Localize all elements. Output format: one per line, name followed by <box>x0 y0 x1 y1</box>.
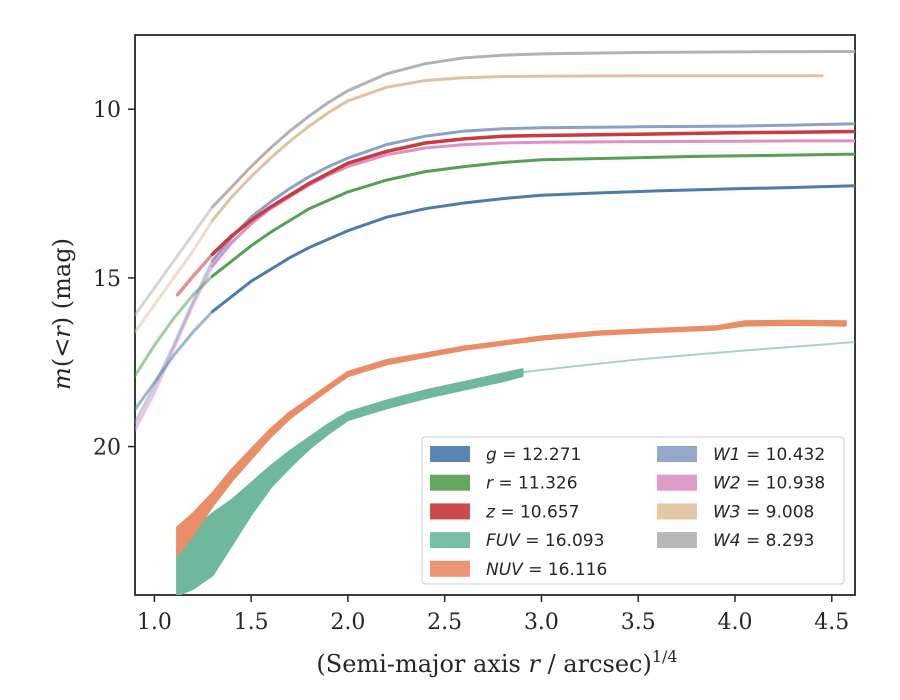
x-axis-label: (Semi-major axis r / arcsec)1/4 <box>316 647 677 678</box>
legend-entry-r: r = 11.326 <box>430 474 578 494</box>
legend-total: = 11.326 <box>493 474 578 494</box>
legend-swatch <box>430 446 470 462</box>
series-line-inner-w1 <box>135 259 214 425</box>
series-line-w4 <box>210 50 855 209</box>
x-tick-label: 1.0 <box>137 610 172 635</box>
legend-box <box>421 436 845 585</box>
y-tick-label: 15 <box>93 267 121 292</box>
legend-band-name: W4 <box>713 531 741 551</box>
x-tick-label: 2.0 <box>330 610 365 635</box>
series-line-inner-g <box>135 310 214 411</box>
legend-entry-w4: W4 = 8.293 <box>657 531 814 551</box>
legend-swatch <box>657 446 697 462</box>
y-tick-label: 20 <box>93 436 121 461</box>
legend-band-name: r <box>486 474 494 494</box>
legend-band-name: NUV <box>486 560 524 580</box>
legend-label: NUV = 16.116 <box>486 560 607 580</box>
legend-label: W4 = 8.293 <box>713 531 814 551</box>
series-line-w3 <box>210 74 824 222</box>
legend-label: g = 12.271 <box>486 445 581 465</box>
legend-total: = 10.432 <box>741 445 826 465</box>
legend-swatch <box>430 503 470 520</box>
legend-band-name: z <box>485 502 496 522</box>
series-line-w2 <box>210 139 855 268</box>
x-tick-label: 4.5 <box>814 610 849 635</box>
legend-label: W2 = 10.938 <box>713 474 825 494</box>
legend-total: = 10.657 <box>495 502 580 522</box>
series-line-g <box>210 184 855 314</box>
legend-label: W3 = 9.008 <box>713 502 814 522</box>
series-line-inner-z <box>175 252 215 297</box>
series-band-nuv <box>176 319 847 556</box>
legend-total: = 16.093 <box>520 531 605 551</box>
legend-band-name: W1 <box>713 445 741 465</box>
series-line-r <box>210 152 855 278</box>
legend-total: = 10.938 <box>741 474 826 494</box>
legend-swatch <box>430 474 470 491</box>
series-line-inner-w4 <box>135 205 214 317</box>
legend-entry-w3: W3 = 9.008 <box>657 502 814 522</box>
legend-total: = 9.008 <box>741 502 815 522</box>
legend-band-name: W3 <box>713 502 741 522</box>
legend-band-name: W2 <box>713 474 741 494</box>
x-tick-label: 2.5 <box>427 610 462 635</box>
series-band-fuv <box>176 368 524 595</box>
legend-total: = 12.271 <box>497 445 582 465</box>
legend-label: z = 10.657 <box>485 502 579 522</box>
legend-total: = 16.116 <box>523 560 608 580</box>
series-line-z <box>210 129 855 257</box>
series-extension-fuv <box>521 341 855 374</box>
legend-total: = 8.293 <box>741 531 815 551</box>
legend-swatch <box>430 560 470 577</box>
legend-entry-fuv: FUV = 16.093 <box>430 531 604 551</box>
plot-area <box>135 50 855 595</box>
y-axis-label: m(<r) (mag) <box>48 238 76 390</box>
legend-swatch <box>657 532 697 549</box>
series-line-inner-r <box>135 274 214 378</box>
x-tick-label: 1.5 <box>234 610 269 635</box>
legend-entry-w1: W1 = 10.432 <box>657 445 825 465</box>
series-line-w1 <box>210 122 855 263</box>
legend-swatch <box>657 503 697 520</box>
legend-band-name: FUV <box>486 531 521 551</box>
legend-entry-z: z = 10.657 <box>430 502 579 522</box>
legend-entry-nuv: NUV = 16.116 <box>430 560 607 580</box>
x-tick-label: 4.0 <box>718 610 753 635</box>
legend-band-name: g <box>486 445 497 465</box>
series-line-inner-w3 <box>135 219 214 334</box>
legend-entry-g: g = 12.271 <box>430 445 581 465</box>
x-ticks: 1.0 1.5 2.0 2.5 3.0 3.5 4.0 4.5 <box>137 595 849 635</box>
legend-entry-w2: W2 = 10.938 <box>657 474 825 494</box>
legend-label: r = 11.326 <box>486 474 578 494</box>
legend-label: W1 = 10.432 <box>713 445 825 465</box>
legend-label: FUV = 16.093 <box>486 531 604 551</box>
y-tick-label: 10 <box>93 98 121 123</box>
legend-swatch <box>430 532 470 549</box>
x-tick-label: 3.5 <box>621 610 656 635</box>
legend-swatch <box>657 474 697 491</box>
x-tick-label: 3.0 <box>524 610 559 635</box>
y-ticks: 10 15 20 <box>93 98 135 461</box>
